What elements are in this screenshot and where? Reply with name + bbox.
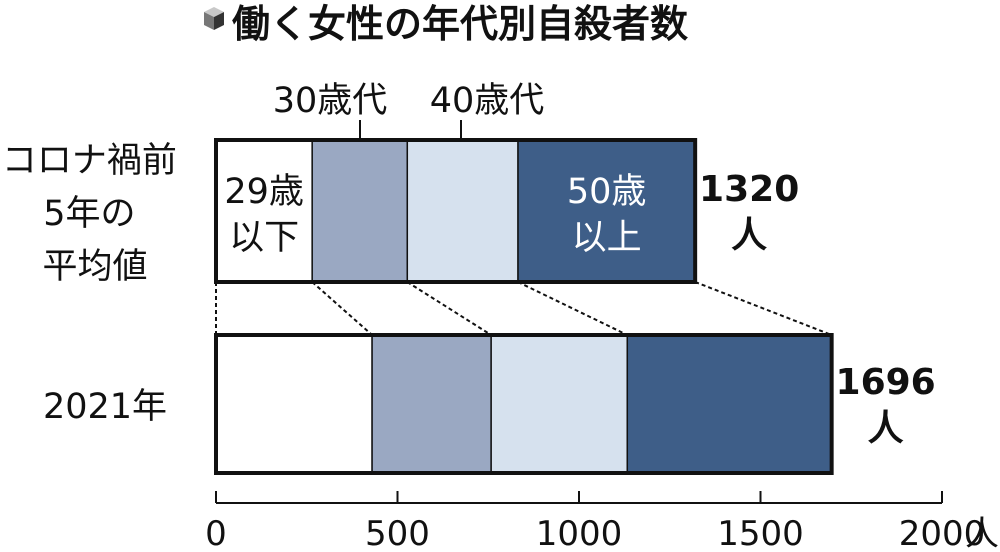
total-unit: 人	[868, 408, 904, 449]
x-tick-label: 1500	[717, 514, 804, 552]
category-label-line: コロナ禍前	[2, 141, 177, 181]
bars	[214, 138, 834, 475]
total-value: 1696	[836, 362, 936, 403]
chart-title: 働く女性の年代別自殺者数	[232, 2, 688, 46]
total-unit: 人	[731, 215, 767, 256]
total-value: 1320	[699, 169, 799, 210]
series-label-line: 以下	[229, 218, 299, 258]
connector-line	[517, 281, 628, 336]
bar-segment-2	[311, 139, 409, 283]
bar-segment-4	[626, 334, 833, 474]
series-label-line: 29歳	[224, 172, 304, 212]
category-label-pre: コロナ禍前 5年の 平均値	[2, 141, 188, 287]
category-label-2021: 2021年	[43, 387, 167, 427]
totals: 1320 人 1696 人	[699, 169, 936, 449]
x-tick-label: 500	[365, 514, 430, 552]
series-label-30: 30歳代	[273, 81, 388, 121]
bar-segment-3	[490, 334, 629, 474]
cube-icon	[204, 7, 224, 30]
x-tick-label: 2000	[899, 514, 986, 552]
connector-line	[694, 281, 833, 336]
bar-segment-3	[406, 139, 519, 283]
bar-segment-1	[215, 334, 373, 474]
connector-line	[311, 281, 373, 336]
series-label-line: 50歳	[567, 172, 647, 212]
connector-line	[406, 281, 492, 336]
x-tick-label: 1000	[536, 514, 623, 552]
category-label-line: 平均値	[42, 247, 147, 287]
category-label-line: 5年の	[43, 194, 135, 234]
bar-outline	[214, 138, 698, 284]
bar-outline	[214, 333, 834, 475]
series-label-40: 40歳代	[430, 81, 545, 121]
x-axis-unit: 人	[965, 514, 999, 552]
bar-segment-2	[371, 334, 492, 474]
series-label-line: 以上	[572, 218, 642, 258]
x-tick-label: 0	[205, 514, 227, 552]
connector-lines	[215, 281, 833, 336]
